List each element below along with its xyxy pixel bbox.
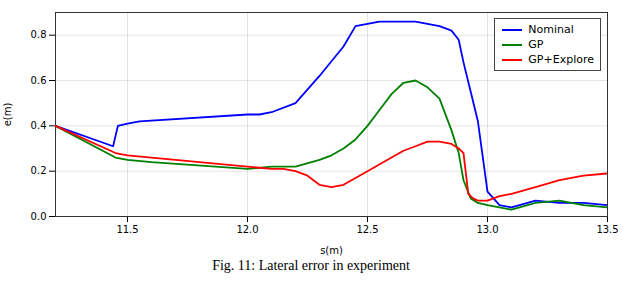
html-text:GP: GP (528, 38, 544, 51)
svg-text:0.2: 0.2 (31, 165, 47, 176)
svg-text:0.8: 0.8 (31, 29, 47, 40)
svg-text:11.5: 11.5 (116, 224, 138, 235)
html-text:Fig. 11: Lateral error in expe: Fig. 11: Lateral error in experiment (212, 258, 410, 273)
svg-text:0.4: 0.4 (31, 120, 47, 131)
svg-text:13.5: 13.5 (596, 224, 618, 235)
svg-text:13.0: 13.0 (476, 224, 498, 235)
html-text:GP+Explore: GP+Explore (528, 53, 594, 66)
svg-text:12.5: 12.5 (356, 224, 378, 235)
svg-text:e(m): e(m) (2, 103, 13, 127)
svg-text:0.6: 0.6 (31, 75, 47, 86)
html-text:Nominal: Nominal (528, 23, 574, 36)
svg-text:s(m): s(m) (320, 245, 343, 256)
svg-text:12.0: 12.0 (236, 224, 258, 235)
svg-text:0.0: 0.0 (31, 211, 47, 222)
